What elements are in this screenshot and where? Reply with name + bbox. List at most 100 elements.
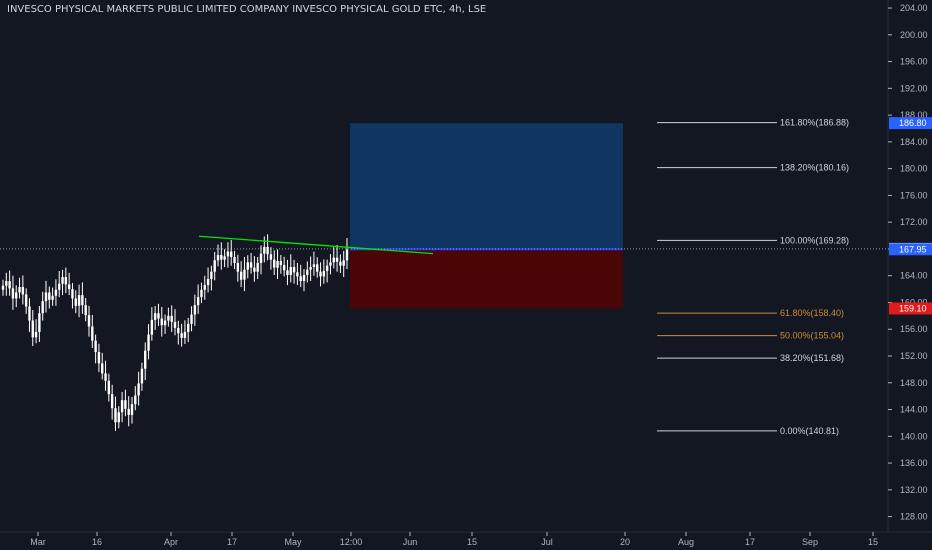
candle-body[interactable] [21,287,25,295]
candle-body[interactable] [58,283,61,290]
candle-body[interactable] [289,267,292,276]
candle-body[interactable] [114,408,117,423]
candle-body[interactable] [273,259,276,268]
candle-body[interactable] [91,326,94,341]
candle-body[interactable] [319,271,322,277]
candle-body[interactable] [117,412,120,423]
candle-body[interactable] [302,275,306,282]
candle-body[interactable] [144,350,147,369]
candle-body[interactable] [213,260,216,272]
candle-body[interactable] [322,271,326,277]
candle-body[interactable] [15,292,18,299]
candle-body[interactable] [282,264,286,271]
candle-body[interactable] [266,246,269,255]
candle-body[interactable] [94,340,97,352]
candle-body[interactable] [34,331,38,338]
candle-body[interactable] [286,270,289,276]
candle-body[interactable] [140,368,144,384]
candle-body[interactable] [335,257,339,262]
candle-body[interactable] [137,383,140,396]
candle-body[interactable] [48,292,51,300]
candle-body[interactable] [249,262,253,268]
candle-body[interactable] [239,271,243,280]
candle-body[interactable] [71,289,74,299]
candle-body[interactable] [1,285,5,290]
candle-body[interactable] [316,264,319,272]
candle-body[interactable] [342,260,345,266]
candle-body[interactable] [153,313,157,320]
candle-body[interactable] [259,253,263,263]
candle-body[interactable] [236,262,240,272]
candle-body[interactable] [220,254,223,260]
candle-body[interactable] [107,380,111,395]
candle-body[interactable] [160,318,163,326]
candle-body[interactable] [177,327,180,334]
candle-body[interactable] [276,260,279,268]
candle-body[interactable] [61,277,64,284]
candle-body[interactable] [190,314,193,324]
candle-body[interactable] [41,301,44,314]
candle-body[interactable] [180,333,183,338]
candle-body[interactable] [84,305,87,316]
candle-body[interactable] [97,351,101,364]
candle-body[interactable] [163,320,167,326]
risk-zone[interactable] [350,249,623,309]
candle-body[interactable] [8,281,11,289]
candle-body[interactable] [269,254,273,260]
candle-body[interactable] [193,305,197,315]
candle-body[interactable] [345,249,349,261]
candle-body[interactable] [150,319,154,335]
candle-body[interactable] [18,287,21,293]
candle-body[interactable] [120,400,124,413]
candle-body[interactable] [124,400,127,409]
candle-body[interactable] [134,395,137,405]
candle-body[interactable] [38,313,41,332]
candle-body[interactable] [110,394,114,409]
candle-body[interactable] [296,272,299,277]
candle-body[interactable] [87,315,91,327]
candle-body[interactable] [81,295,84,306]
candle-body[interactable] [256,262,259,272]
candle-body[interactable] [279,260,283,265]
candle-body[interactable] [104,373,107,381]
reward-zone[interactable] [350,123,623,250]
candle-body[interactable] [332,257,335,263]
candle-body[interactable] [77,295,81,306]
candle-body[interactable] [24,294,28,307]
candle-body[interactable] [226,251,230,257]
candle-body[interactable] [263,246,266,254]
candle-body[interactable] [64,277,68,285]
candle-body[interactable] [309,267,312,270]
candle-body[interactable] [101,363,104,374]
candle-body[interactable] [147,334,150,351]
candle-body[interactable] [173,321,177,328]
candle-body[interactable] [5,281,8,286]
candle-body[interactable] [74,298,77,306]
candle-body[interactable] [203,285,206,290]
trendline[interactable] [198,235,434,255]
candle-body[interactable] [187,323,190,332]
candle-body[interactable] [44,292,48,302]
candle-body[interactable] [130,404,134,415]
candle-body[interactable] [67,284,71,290]
candle-body[interactable] [243,269,246,280]
candle-body[interactable] [253,267,256,272]
candle-body[interactable] [167,315,170,321]
candle-body[interactable] [11,288,15,299]
candle-body[interactable] [216,254,220,261]
candle-body[interactable] [230,251,233,257]
candle-body[interactable] [223,256,226,260]
candle-body[interactable] [127,408,130,415]
candle-body[interactable] [306,269,309,276]
candle-body[interactable] [292,267,296,273]
candle-body[interactable] [54,289,58,296]
candle-body[interactable] [157,313,160,319]
candle-body[interactable] [28,306,31,321]
candle-body[interactable] [312,264,316,268]
candle-body[interactable] [200,289,203,298]
candle-body[interactable] [170,315,173,322]
candle-body[interactable] [51,295,54,300]
candle-body[interactable] [325,265,329,272]
candle-body[interactable] [210,271,213,280]
